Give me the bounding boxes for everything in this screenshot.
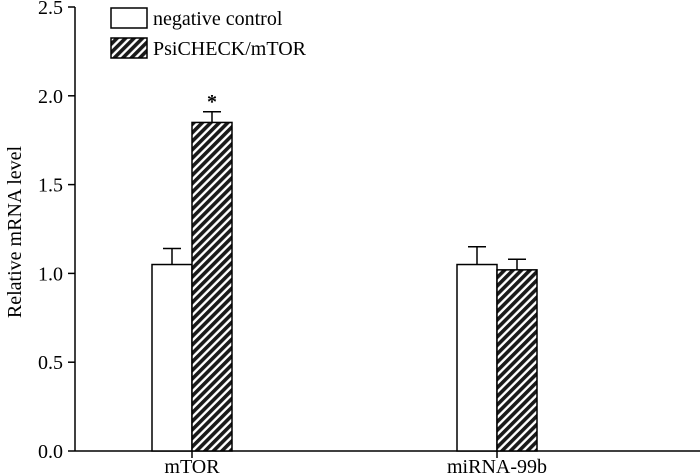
bar-negative-control-mirna-99b — [456, 263, 498, 452]
y-tick-label: 0.0 — [38, 441, 63, 463]
y-tick-label: 0.5 — [38, 352, 63, 374]
bar-psicheck-mtor-mtor — [191, 121, 233, 452]
significance-star: * — [207, 91, 217, 113]
y-axis: 0.0 0.5 1.0 1.5 2.0 2.5 — [38, 0, 76, 463]
legend-swatch-negative-control — [110, 7, 148, 29]
y-tick-label: 2.0 — [38, 86, 63, 108]
x-tick-label: mTOR — [164, 456, 220, 475]
bar-negative-control-mtor — [151, 263, 193, 452]
y-tick-label: 2.5 — [38, 0, 63, 19]
bars: * — [151, 91, 538, 452]
bar-psicheck-mtor-mirna-99b — [496, 269, 538, 452]
legend-swatch-psicheck-mtor — [110, 37, 148, 59]
x-axis: mTOR miRNA-99b — [75, 450, 700, 475]
x-tick-label: miRNA-99b — [447, 456, 547, 475]
legend: negative control PsiCHECK/mTOR — [110, 7, 307, 60]
y-axis-title: Relative mRNA level — [4, 145, 26, 318]
legend-label-negative-control: negative control — [153, 8, 283, 30]
y-tick-label: 1.5 — [38, 175, 63, 197]
y-tick-label: 1.0 — [38, 263, 63, 285]
legend-label-psicheck-mtor: PsiCHECK/mTOR — [153, 38, 307, 60]
